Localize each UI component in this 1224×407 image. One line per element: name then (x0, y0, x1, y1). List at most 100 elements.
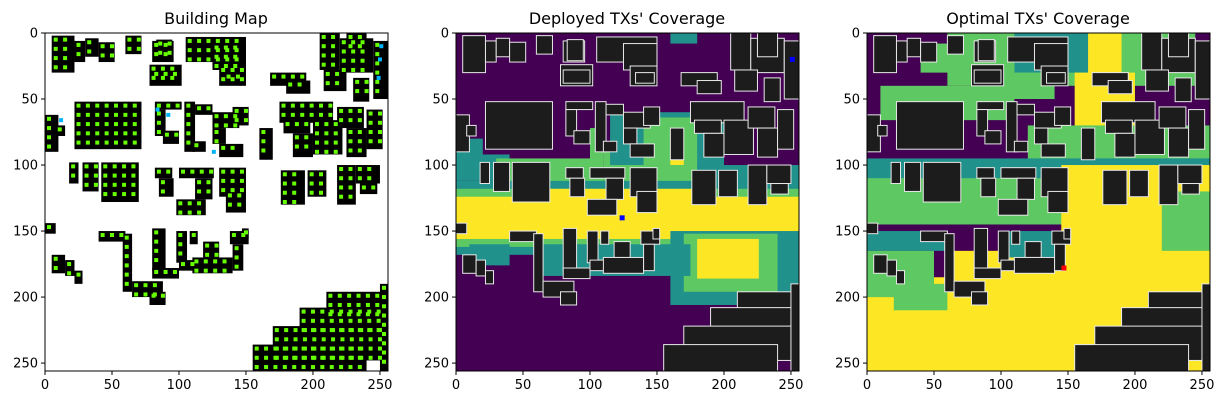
receiver-point (325, 71, 330, 76)
receiver-point (95, 103, 100, 108)
receiver-point (254, 355, 259, 360)
receiver-point (124, 244, 129, 249)
x-tick-label: 100 (167, 378, 192, 393)
receiver-point (122, 164, 127, 169)
tx-marker (377, 57, 382, 62)
receiver-point (375, 61, 380, 66)
building-block (85, 38, 99, 57)
receiver-point (292, 172, 297, 177)
building-block (976, 167, 995, 179)
building-block (462, 35, 486, 74)
x-tick-label: 200 (712, 378, 737, 393)
receiver-point (187, 210, 192, 215)
tx-marker (789, 56, 795, 62)
receiver-point (134, 292, 139, 297)
receiver-point (294, 122, 299, 127)
y-tick-label: 0 (441, 27, 449, 42)
y-tick-label: 0 (852, 27, 860, 42)
receiver-point (319, 181, 324, 186)
receiver-point (329, 355, 334, 360)
receiver-point (203, 259, 208, 264)
receiver-point (194, 259, 199, 264)
receiver-point (114, 131, 119, 136)
receiver-point (85, 140, 90, 145)
receiver-point (320, 365, 325, 370)
building-block (1141, 33, 1163, 71)
receiver-point (124, 272, 129, 277)
receiver-point (333, 149, 338, 154)
building-block (219, 143, 244, 158)
y-tick-label: 200 (835, 291, 860, 306)
building-block (906, 37, 922, 58)
receiver-point (239, 178, 244, 183)
receiver-point (112, 192, 117, 197)
receiver-point (302, 337, 307, 342)
receiver-point (357, 130, 362, 135)
building-block (904, 161, 922, 192)
receiver-point (301, 355, 306, 360)
receiver-point (226, 74, 231, 79)
receiver-point (76, 131, 81, 136)
receiver-point (356, 312, 361, 317)
building-block (509, 230, 537, 243)
x-tick-label: 250 (1190, 378, 1215, 393)
receiver-point (187, 38, 192, 43)
building-block (355, 165, 380, 184)
receiver-point (292, 346, 297, 351)
receiver-point (239, 67, 244, 72)
receiver-point (87, 40, 92, 45)
receiver-point (131, 192, 136, 197)
receiver-point (355, 89, 360, 94)
receiver-point (243, 108, 248, 113)
receiver-point (341, 67, 346, 72)
receiver-point (348, 365, 353, 370)
receiver-point (321, 337, 326, 342)
receiver-point (310, 309, 315, 314)
receiver-point (351, 58, 356, 63)
receiver-point (348, 166, 353, 171)
receiver-point (186, 131, 191, 136)
building-block (944, 233, 955, 293)
building-block (1080, 127, 1096, 161)
building-block (286, 80, 311, 94)
receiver-point (85, 112, 90, 117)
receiver-point (333, 140, 338, 145)
receiver-point (53, 37, 58, 42)
receiver-point (103, 192, 108, 197)
receiver-point (84, 182, 89, 187)
building-block (462, 254, 477, 274)
receiver-point (301, 346, 306, 351)
receiver-point (71, 173, 76, 178)
receiver-point (329, 318, 334, 323)
receiver-point (304, 135, 309, 140)
receiver-point (264, 355, 269, 360)
receiver-point (376, 309, 381, 314)
receiver-point (375, 52, 380, 57)
receiver-point (214, 45, 219, 50)
receiver-point (124, 235, 129, 240)
receiver-point (329, 365, 334, 370)
deployed-coverage-image (456, 33, 799, 371)
receiver-point (375, 70, 380, 75)
receiver-point (194, 143, 199, 148)
receiver-point (187, 57, 192, 62)
receiver-point (84, 173, 89, 178)
receiver-point (365, 302, 370, 307)
building-block (484, 101, 553, 150)
building-block (51, 254, 66, 274)
receiver-point (314, 140, 319, 145)
receiver-point (347, 312, 352, 317)
receiver-point (131, 164, 136, 169)
receiver-point (348, 185, 353, 190)
building-block (566, 39, 584, 62)
building-block (1074, 344, 1190, 371)
receiver-point (167, 41, 172, 46)
receiver-point (320, 346, 325, 351)
receiver-point (131, 173, 136, 178)
building-block (562, 267, 591, 280)
receiver-point (357, 44, 362, 49)
receiver-point (223, 64, 228, 69)
receiver-point (320, 318, 325, 323)
receiver-point (367, 318, 372, 323)
receiver-point (53, 65, 58, 70)
